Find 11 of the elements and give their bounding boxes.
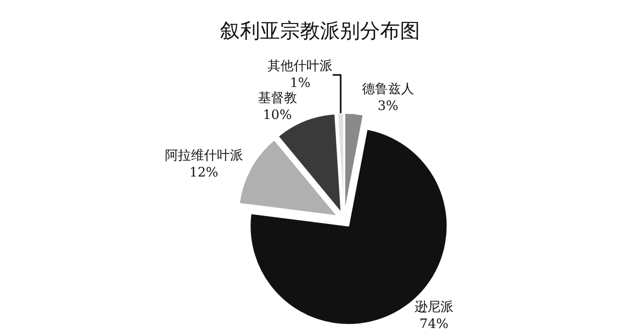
data-label: 1% [290,76,310,91]
data-label: 74% [420,317,448,332]
data-label: 12% [189,166,218,181]
slice-label: 其他什叶派 [268,59,333,74]
slice-label: 德鲁兹人 [362,82,414,97]
data-label: 10% [262,108,292,123]
slice-label: 基督教 [258,90,297,106]
chart-title: 叙利亚宗教派别分布图 [220,18,420,43]
slice-label: 逊尼派 [414,300,454,316]
slice-label: 阿拉维什叶派 [164,148,243,164]
data-label: 3% [378,98,398,114]
